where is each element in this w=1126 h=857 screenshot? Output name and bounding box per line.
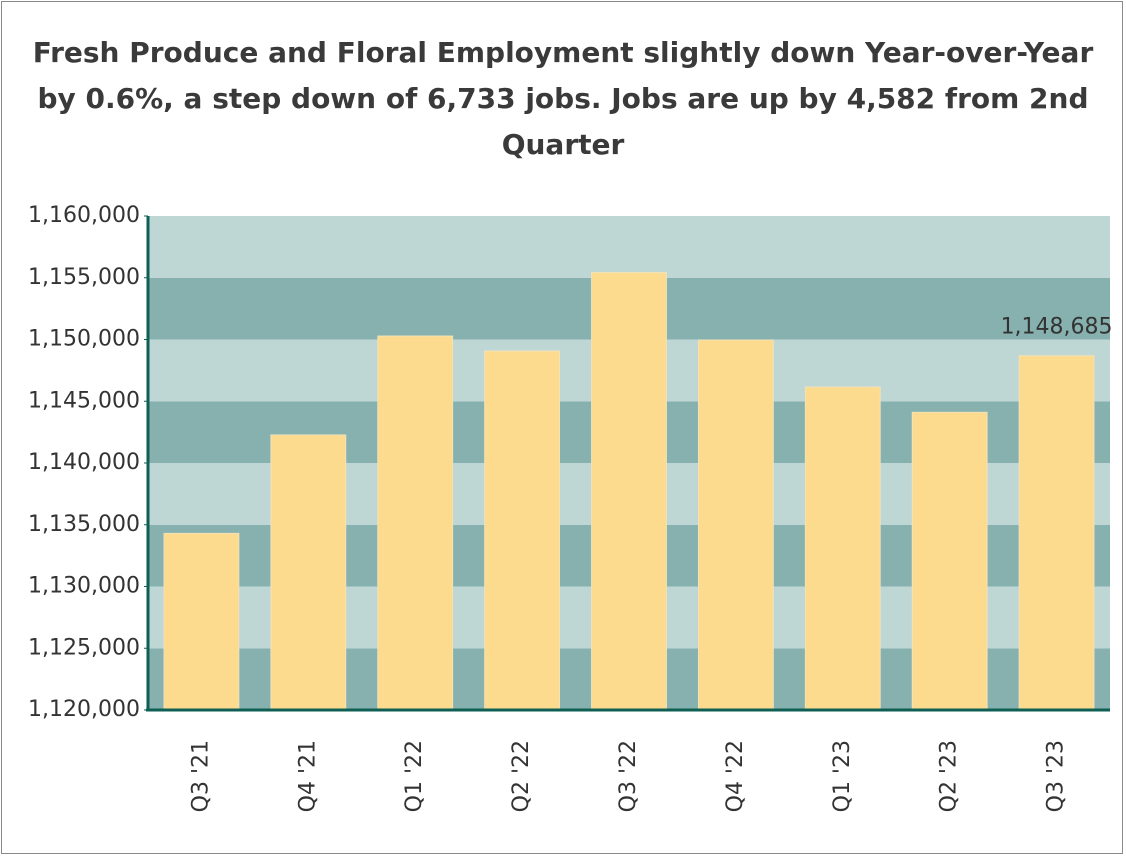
x-tick-label: Q3 '22	[616, 740, 641, 812]
x-tick-label: Q1 '22	[402, 740, 427, 812]
bar	[911, 411, 988, 711]
x-tick-label: Q4 '21	[295, 740, 320, 812]
y-tick-label: 1,125,000	[28, 635, 140, 660]
bar	[270, 434, 347, 711]
y-tick-label: 1,135,000	[28, 512, 140, 537]
x-tick-label: Q3 '23	[1044, 740, 1069, 812]
y-tick-label: 1,130,000	[28, 574, 140, 599]
value-label: 1,148,685	[1001, 315, 1113, 340]
x-tick-label: Q4 '22	[723, 740, 748, 812]
bar	[697, 339, 774, 711]
y-tick-label: 1,150,000	[28, 327, 140, 352]
y-tick-label: 1,155,000	[28, 265, 140, 290]
bar	[484, 350, 561, 711]
x-tick-label: Q2 '22	[509, 740, 534, 812]
bar	[163, 532, 240, 711]
bar	[804, 386, 881, 711]
y-tick-label: 1,140,000	[28, 450, 140, 475]
bar	[377, 335, 454, 711]
grid-band	[148, 216, 1110, 278]
y-tick-label: 1,145,000	[28, 388, 140, 413]
x-tick-label: Q3 '21	[188, 740, 213, 812]
chart-title: Fresh Produce and Floral Employment slig…	[32, 36, 1094, 161]
x-tick-label: Q2 '23	[937, 740, 962, 812]
bar	[591, 272, 667, 711]
bar	[1018, 355, 1095, 711]
y-tick-label: 1,120,000	[28, 697, 140, 722]
x-tick-label: Q1 '23	[830, 740, 855, 812]
y-tick-label: 1,160,000	[28, 203, 140, 228]
